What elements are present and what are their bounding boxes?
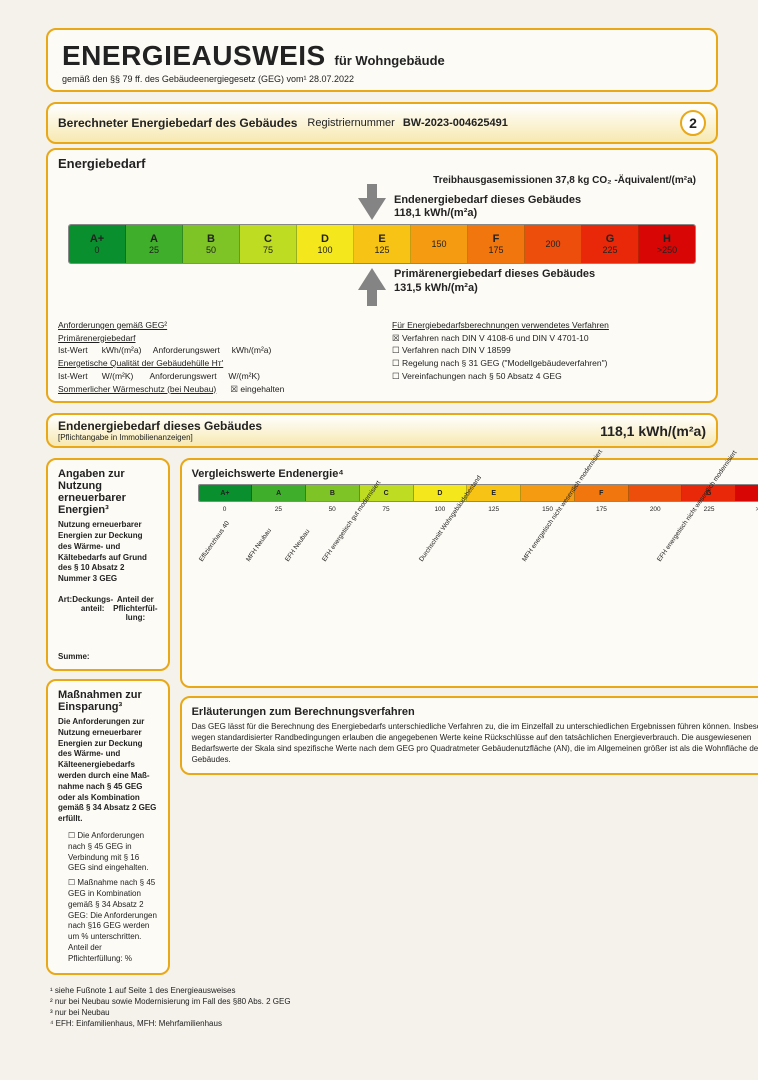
comparison-labels: Effizienzhaus 40MFH NeubauEFH NeubauEFH …	[198, 519, 758, 526]
final-energy-box: Endenergiebedarf dieses Gebäudes [Pflich…	[46, 413, 718, 448]
top-arrow-l2: 118,1 kWh/(m²a)	[394, 207, 581, 220]
method-o4: Vereinfachungen nach § 50 Absatz 4 GEG	[392, 370, 706, 383]
scale-segment: 200	[525, 225, 582, 263]
arrow-up-icon	[358, 268, 386, 290]
top-arrow-row: Endenergiebedarf dieses Gebäudes 118,1 k…	[58, 194, 706, 220]
method-heading: Für Energiebedarfsberechnungen verwendet…	[392, 320, 609, 330]
scale-segment: A25	[126, 225, 183, 263]
mini-segment	[629, 485, 683, 501]
explain-title: Erläuterungen zum Berechnungsverfahren	[192, 706, 758, 718]
document-header: ENERGIEAUSWEIS für Wohngebäude gemäß den…	[46, 28, 718, 92]
explain-box: Erläuterungen zum Berechnungsverfahren D…	[180, 696, 758, 775]
req-row2: Ist-Wert W/(m²K) Anforderungswert W/(m²K…	[58, 370, 372, 383]
savings-title: Maßnahmen zur Einsparung³	[58, 689, 158, 713]
scale-segment: G225	[582, 225, 639, 263]
top-arrow-l1: Endenergiebedarf dieses Gebäudes	[394, 194, 581, 207]
scale-segment: A+0	[69, 225, 126, 263]
final-energy-title: Endenergiebedarf dieses Gebäudes	[58, 419, 262, 433]
savings-o1: Die Anforderungen nach § 45 GEG in Verbi…	[58, 831, 158, 874]
comparison-box: Vergleichswerte Endenergie⁴ A+ABCDEFGH 0…	[180, 458, 758, 688]
footnote-2: ² nur bei Neubau sowie Modernisierung im…	[50, 996, 718, 1007]
scale-segment: E125	[354, 225, 411, 263]
final-energy-value: 118,1 kWh/(m²a)	[600, 423, 706, 439]
mini-segment: F	[575, 485, 629, 501]
footnotes: ¹ siehe Fußnote 1 auf Seite 1 des Energi…	[46, 985, 718, 1030]
method-o1: Verfahren nach DIN V 4108-6 und DIN V 47…	[392, 332, 706, 345]
top-arrow-label: Endenergiebedarf dieses Gebäudes 118,1 k…	[394, 194, 581, 220]
energiebedarf-title: Energiebedarf	[58, 156, 706, 171]
explain-text: Das GEG lässt für die Berechnung des Ene…	[192, 722, 758, 765]
section-head: Berechneter Energiebedarf des Gebäudes R…	[46, 102, 718, 144]
left-column: Angaben zur Nutzung erneuerbarer Energie…	[46, 458, 170, 974]
bottom-arrow-l2: 131,5 kWh/(m²a)	[394, 282, 595, 295]
energiebedarf-box: Energiebedarf Treibhausgasemissionen 37,…	[46, 148, 718, 403]
scale-segment: B50	[183, 225, 240, 263]
renewables-text: Nutzung erneuerbarer Energien zur Deckun…	[58, 520, 158, 585]
savings-o2: Maßnahme nach § 45 GEG in Kombination ge…	[58, 878, 158, 964]
renewables-box: Angaben zur Nutzung erneuerbarer Energie…	[46, 458, 170, 671]
requirements-block: Anforderungen gemäß GEG² Primärenergiebe…	[58, 319, 372, 396]
mini-segment: A+	[199, 485, 253, 501]
info-columns: Anforderungen gemäß GEG² Primärenergiebe…	[58, 319, 706, 396]
bottom-arrow-l1: Primärenergiebedarf dieses Gebäudes	[394, 268, 595, 281]
footnote-4: ⁴ EFH: Einfamilienhaus, MFH: Mehrfamilie…	[50, 1018, 718, 1029]
bottom-columns: Angaben zur Nutzung erneuerbarer Energie…	[46, 458, 718, 974]
final-energy-text: Endenergiebedarf dieses Gebäudes [Pflich…	[58, 419, 262, 442]
bottom-arrow-row: Primärenergiebedarf dieses Gebäudes 131,…	[58, 268, 706, 294]
method-o2: Verfahren nach DIN V 18599	[392, 344, 706, 357]
sub-title: für Wohngebäude	[334, 53, 444, 68]
co2-line: Treibhausgasemissionen 37,8 kg CO₂ -Äqui…	[58, 175, 696, 186]
final-energy-sub: [Pflichtangabe in Immobilienanzeigen]	[58, 433, 262, 442]
savings-box: Maßnahmen zur Einsparung³ Die Anforderun…	[46, 679, 170, 975]
renewables-sum: Summe:	[58, 652, 158, 661]
method-block: Für Energiebedarfsberechnungen verwendet…	[392, 319, 706, 396]
reg-label: Registriernummer	[307, 117, 394, 129]
req-primary: Primärenergiebedarf	[58, 333, 135, 343]
scale-segment: H>250	[639, 225, 695, 263]
law-line: gemäß den §§ 79 ff. des Gebäudeenergiege…	[62, 74, 702, 84]
renewables-title: Angaben zur Nutzung erneuerbarer Energie…	[58, 468, 158, 516]
renewables-cols: Art: Deckungs- anteil: Anteil der Pflich…	[58, 595, 158, 622]
footnote-3: ³ nur bei Neubau	[50, 1007, 718, 1018]
main-title: ENERGIEAUSWEIS	[62, 40, 326, 71]
scale-segment: 150	[411, 225, 468, 263]
savings-text: Die Anforderungen zur Nutzung erneuerbar…	[58, 717, 158, 825]
bottom-arrow-label: Primärenergiebedarf dieses Gebäudes 131,…	[394, 268, 595, 294]
method-o3: Regelung nach § 31 GEG ("Modellgebäudeve…	[392, 357, 706, 370]
req-row1: Ist-Wert kWh/(m²a) Anforderungswert kWh/…	[58, 344, 372, 357]
comparison-nums: 0255075100125150175200225>250	[198, 506, 758, 513]
req-envelope: Energetische Qualität der Gebäudehülle H…	[58, 358, 223, 368]
scale-segment: C75	[240, 225, 297, 263]
req-heading: Anforderungen gemäß GEG²	[58, 320, 167, 330]
footnote-1: ¹ siehe Fußnote 1 auf Seite 1 des Energi…	[50, 985, 718, 996]
page-number-badge: 2	[680, 110, 706, 136]
mini-segment: H	[736, 485, 758, 501]
req-row3: Sommerlicher Wärmeschutz (bei Neubau) ☒ …	[58, 383, 372, 396]
reg-number: BW-2023-004625491	[403, 117, 508, 129]
comparison-scale: A+ABCDEFGH	[198, 484, 758, 502]
section-title: Berechneter Energiebedarf des Gebäudes	[58, 116, 297, 130]
scale-segment: D100	[297, 225, 354, 263]
energy-scale: A+0A25B50C75D100E125150F175200G225H>250	[68, 224, 696, 264]
scale-segment: F175	[468, 225, 525, 263]
mini-segment: A	[252, 485, 306, 501]
mini-segment: B	[306, 485, 360, 501]
arrow-down-icon	[358, 198, 386, 220]
right-column: Vergleichswerte Endenergie⁴ A+ABCDEFGH 0…	[180, 458, 758, 974]
